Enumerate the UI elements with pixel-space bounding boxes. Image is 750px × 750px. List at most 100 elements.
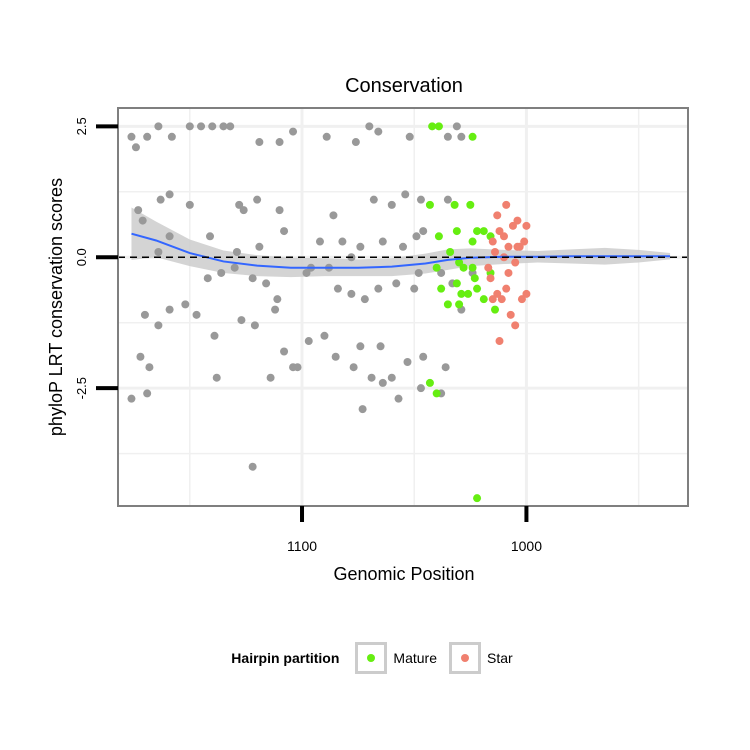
point-other [165,190,174,199]
plot-panel [118,108,688,506]
point-mature [437,284,446,293]
legend-key-mature [355,642,388,674]
point-other [266,373,275,382]
point-other [333,284,342,293]
point-other [250,321,259,330]
point-other [237,316,246,325]
y-tick-label: 2.5 [74,117,89,135]
point-star [506,310,515,319]
point-mature [450,200,459,209]
point-other [154,321,163,330]
point-star [488,295,497,304]
point-mature [470,274,479,283]
point-mature [446,248,455,257]
point-mature [434,232,443,241]
point-other [255,138,264,147]
point-mature [457,289,466,298]
axes: 1100 1000 2.5 0.0 -2.5 [74,117,542,554]
point-mature [452,227,461,236]
point-star [493,211,502,220]
point-mature [425,378,434,387]
point-other [127,132,136,141]
point-star [497,295,506,304]
legend-dot-star [461,654,469,662]
point-other [206,232,215,241]
y-axis-label: phyloP LRT conservation scores [46,178,66,436]
point-star [522,221,531,230]
point-other [367,373,376,382]
point-other [138,216,147,225]
point-other [134,206,143,215]
point-other [239,206,248,215]
point-other [167,132,176,141]
point-other [457,132,466,141]
point-other [143,132,152,141]
point-star [517,295,526,304]
point-mature [425,200,434,209]
point-star [495,337,504,346]
point-other [347,289,356,298]
point-other [208,122,217,131]
point-mature [468,237,477,246]
legend: Hairpin partition Mature Star [0,638,750,678]
point-other [154,248,163,257]
point-other [226,122,235,131]
x-tick-label: 1100 [287,538,317,554]
point-mature [479,227,488,236]
point-mature [455,258,464,267]
point-other [271,305,280,314]
point-other [322,132,331,141]
point-other [403,357,412,366]
x-axis-label: Genomic Position [333,564,474,584]
point-other [349,363,358,372]
point-star [491,248,500,257]
point-other [378,237,387,246]
point-other [185,122,194,131]
smooth-line-group [131,232,671,269]
point-mature [432,389,441,398]
point-star [499,232,508,241]
point-star [502,284,511,293]
point-star [511,321,520,330]
point-other [441,363,450,372]
point-mature [468,132,477,141]
point-other [255,242,264,251]
point-other [374,284,383,293]
point-other [320,331,329,340]
point-other [212,373,221,382]
point-other [358,405,367,414]
point-mature [491,305,500,314]
point-other [369,195,378,204]
smooth-line [131,232,671,269]
point-other [136,352,145,361]
point-other [232,248,241,257]
point-other [412,232,421,241]
point-star [502,200,511,209]
point-other [217,268,226,277]
point-mature [473,494,482,503]
point-mature [432,263,441,272]
point-other [302,268,311,277]
point-other [416,195,425,204]
point-mature [466,200,475,209]
point-other [304,337,313,346]
point-other [210,331,219,340]
point-mature [455,300,464,309]
point-other [452,122,461,131]
point-other [185,200,194,209]
point-other [387,200,396,209]
point-star [486,274,495,283]
point-other [329,211,338,220]
point-other [392,279,401,288]
point-other [351,138,360,147]
point-star [522,289,531,298]
point-other [394,394,403,403]
point-other [280,227,289,236]
point-star [513,216,522,225]
point-mature [428,122,437,131]
point-mature [452,279,461,288]
point-other [131,143,140,152]
point-other [376,342,385,351]
point-other [280,347,289,356]
point-other [140,310,149,319]
